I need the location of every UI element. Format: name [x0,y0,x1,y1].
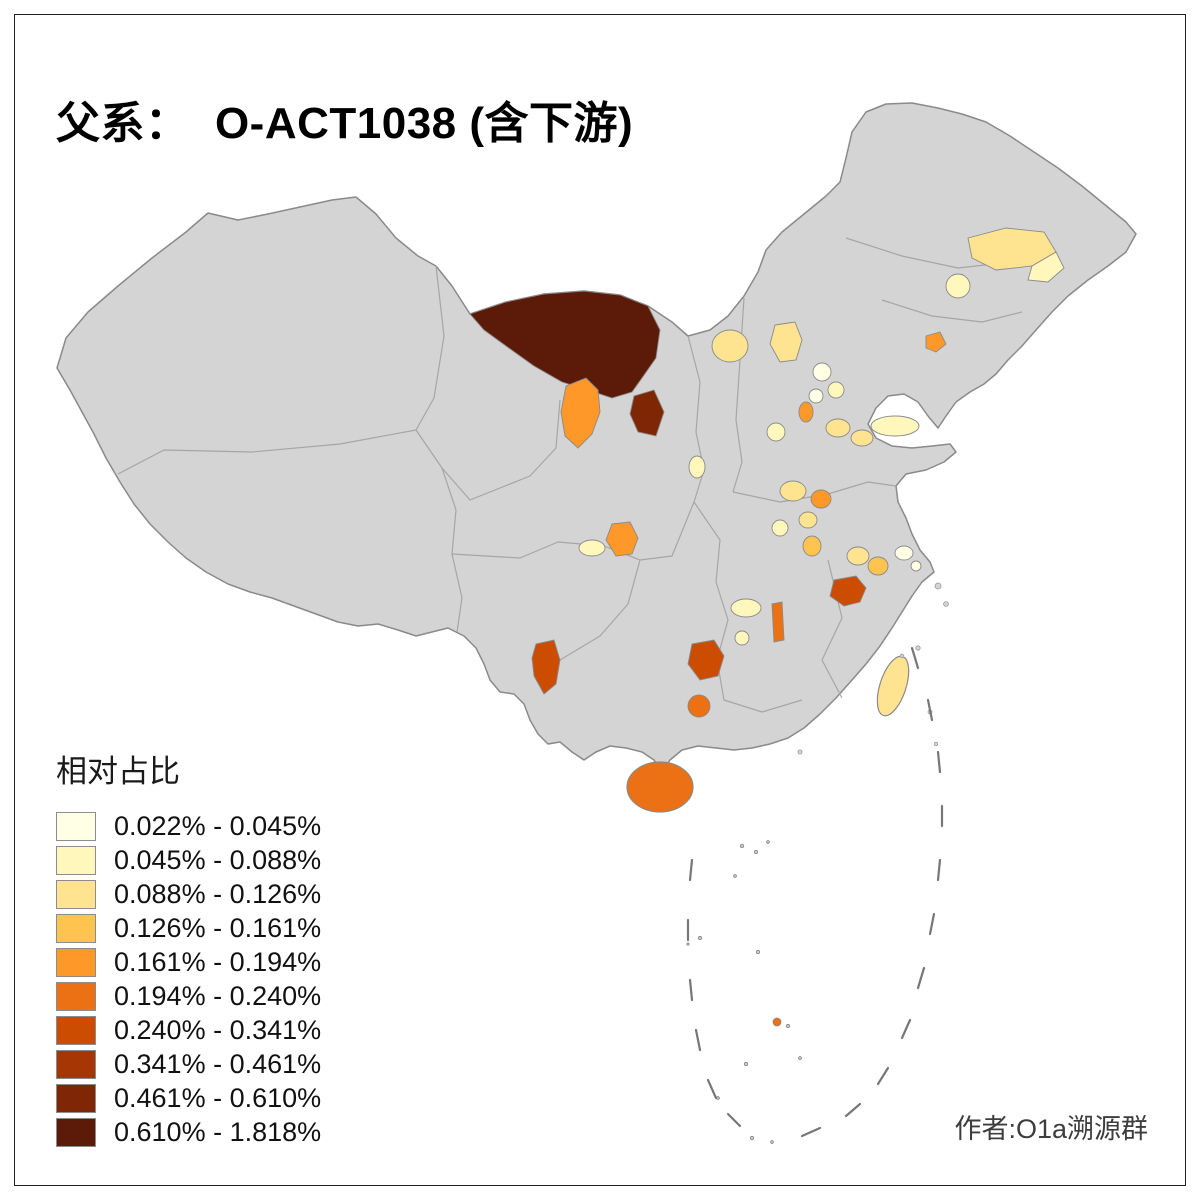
legend-label: 0.240% - 0.341% [114,1014,322,1045]
region-patch [687,694,711,718]
region-patch [531,639,561,695]
region-patch [734,630,750,646]
legend-label: 0.161% - 0.194% [114,946,322,977]
legend-swatch [56,981,96,1011]
region-patch [870,415,920,437]
region-patch [798,401,814,423]
legend-label: 0.045% - 0.088% [114,844,322,875]
region-patch [766,422,786,442]
region-patch [769,321,803,363]
legend: 相对占比 0.022% - 0.045% 0.045% - 0.088% 0.088… [56,746,321,1149]
region-patch [810,489,832,509]
legend-item: 0.045% - 0.088% [56,843,321,877]
region-patch [827,381,845,399]
legend-item: 0.022% - 0.045% [56,809,321,843]
legend-label: 0.610% - 1.818% [114,1116,322,1147]
legend-label: 0.461% - 0.610% [114,1082,322,1113]
region-patch [605,521,639,557]
region-patch [850,429,874,447]
legend-label: 0.194% - 0.240% [114,980,322,1011]
taiwan-island [876,655,910,717]
region-patch [687,639,725,681]
south-sea-islets [686,840,802,1144]
legend-item: 0.341% - 0.461% [56,1047,321,1081]
region-patch [846,546,870,566]
legend-swatch [56,845,96,875]
legend-title: 相对占比 [56,754,180,789]
nine-dash-line [686,646,944,1138]
region-patch [688,455,706,479]
region-patch [469,290,661,399]
legend-label: 0.126% - 0.161% [114,912,322,943]
hainan-island [626,761,694,813]
legend-item: 0.240% - 0.341% [56,1013,321,1047]
region-patch [578,539,606,557]
legend-swatch [56,1117,96,1147]
legend-swatch [56,1049,96,1079]
legend-label: 0.088% - 0.126% [114,878,322,909]
region-patch [812,362,832,382]
page-title: 父系： O-ACT1038 (含下游) [56,99,634,149]
choropleth-regions [469,227,1065,718]
region-patch [730,598,762,618]
legend-item: 0.194% - 0.240% [56,979,321,1013]
region-patch [910,560,922,572]
legend-item: 0.161% - 0.194% [56,945,321,979]
region-patch [1027,251,1065,283]
legend-items: 0.022% - 0.045% 0.045% - 0.088% 0.088% - 0… [56,809,321,1149]
region-patch [867,556,889,576]
legend-swatch [56,879,96,909]
region-patch [894,545,914,561]
legend-item: 0.088% - 0.126% [56,877,321,911]
region-patch [771,519,789,537]
legend-swatch [56,1083,96,1113]
china-landmass [56,102,1137,773]
legend-item: 0.610% - 1.818% [56,1115,321,1149]
region-patch [560,377,601,449]
author-credit: 作者:O1a溯源群 [954,1114,1148,1144]
legend-swatch [56,811,96,841]
region-patch [945,273,971,299]
legend-label: 0.022% - 0.045% [114,810,322,841]
sea-islet [772,1017,782,1027]
region-patch [798,511,818,529]
region-patch [829,575,867,607]
region-patch [808,388,824,404]
region-patch [779,480,807,502]
legend-item: 0.461% - 0.610% [56,1081,321,1115]
legend-item: 0.126% - 0.161% [56,911,321,945]
legend-swatch [56,947,96,977]
region-patch [802,535,822,557]
legend-swatch [56,913,96,943]
region-patch [925,331,947,353]
region-patch [771,601,785,643]
legend-swatch [56,1015,96,1045]
region-patch [711,329,749,363]
legend-label: 0.341% - 0.461% [114,1048,322,1079]
region-patch [825,418,851,438]
region-patch [629,389,665,437]
